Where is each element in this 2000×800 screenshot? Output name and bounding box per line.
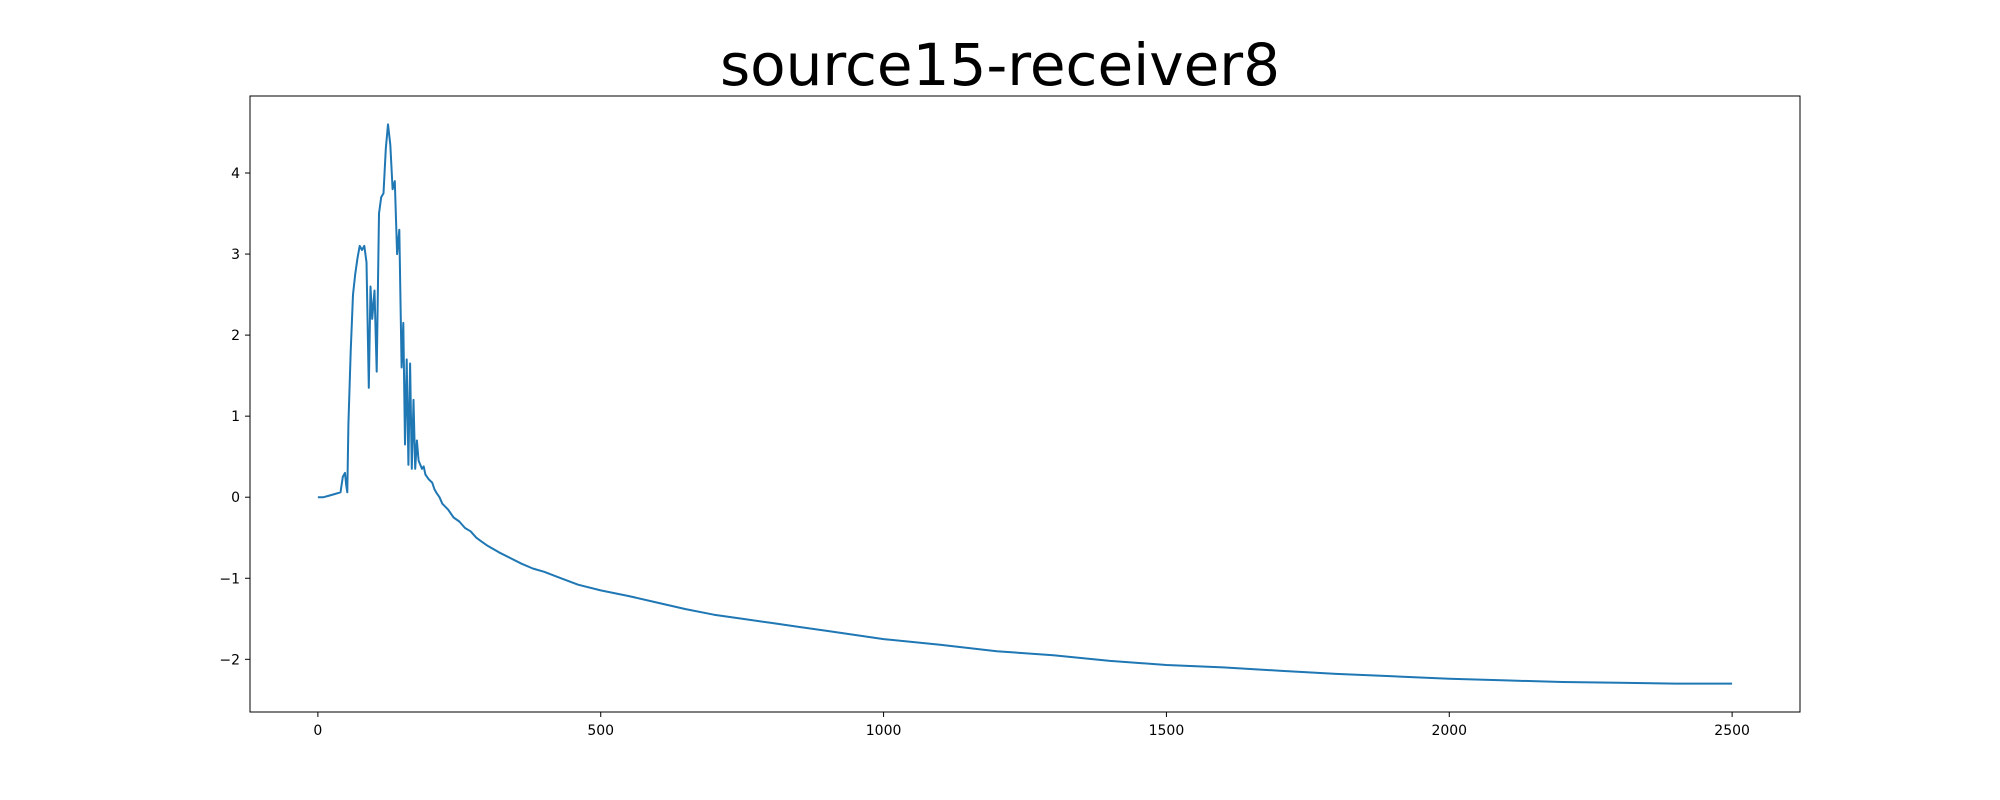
axes-frame	[249, 95, 1801, 713]
series-line	[317, 123, 1733, 685]
y-tick-label: 0	[231, 490, 240, 506]
y-tick-label: −2	[219, 652, 240, 668]
y-tick-label: 3	[231, 247, 240, 263]
x-tick-label: 1000	[866, 723, 902, 739]
x-tick-label: 2500	[1714, 723, 1750, 739]
y-tick-label: 4	[231, 166, 240, 182]
x-tick-label: 500	[587, 723, 614, 739]
x-tick-label: 0	[313, 723, 322, 739]
chart-title: source15-receiver8	[719, 31, 1281, 99]
x-tick-label: 2000	[1431, 723, 1467, 739]
y-tick-label: 2	[231, 328, 240, 344]
x-tick-label: 1500	[1149, 723, 1185, 739]
y-tick-label: 1	[231, 409, 240, 425]
series-layer	[317, 123, 1733, 685]
ticks-layer: 0 500 1000 1500 2000 2500 −2 −1 0 1 2 3 4	[219, 166, 1750, 739]
y-tick-label: −1	[219, 571, 240, 587]
